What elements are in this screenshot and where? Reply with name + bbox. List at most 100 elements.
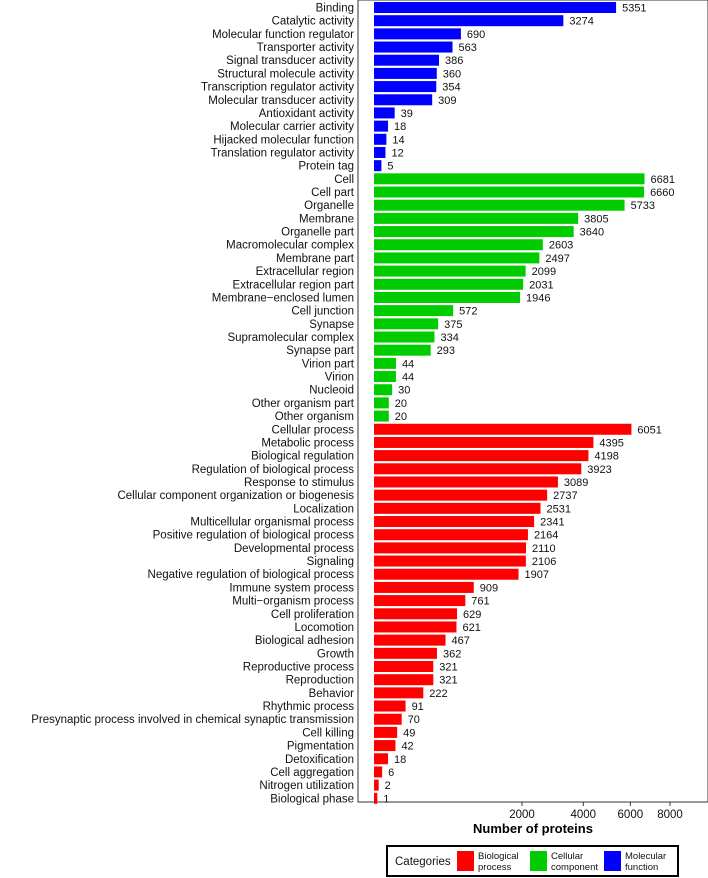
bar-1 [374, 2, 617, 13]
category-label-60: Nitrogen utilization [259, 780, 354, 792]
value-label-21: 2099 [532, 266, 556, 278]
category-label-36: Regulation of biological process [192, 464, 355, 476]
value-label-48: 621 [462, 622, 480, 634]
value-label-34: 4395 [599, 437, 623, 449]
category-label-29: Virion [325, 372, 354, 384]
bar-38 [374, 489, 548, 501]
value-label-20: 2497 [545, 253, 569, 265]
category-label-26: Supramolecular complex [227, 332, 354, 344]
bar-9 [374, 107, 395, 119]
category-label-56: Cell killing [302, 727, 354, 739]
category-label-27: Synapse part [286, 345, 355, 357]
legend-swatch-mf [604, 851, 621, 871]
category-label-21: Extracellular region [256, 266, 354, 278]
category-label-28: Virion part [302, 358, 355, 370]
bar-59 [374, 766, 383, 778]
category-label-13: Protein tag [298, 161, 354, 173]
category-label-57: Pigmentation [287, 741, 354, 753]
category-label-49: Biological adhesion [255, 635, 354, 647]
category-label-41: Positive regulation of biological proces… [153, 530, 355, 542]
category-label-44: Negative regulation of biological proces… [148, 569, 355, 581]
bar-48 [374, 621, 457, 633]
category-label-22: Extracellular region part [233, 279, 355, 291]
bar-35 [374, 450, 589, 462]
bar-42 [374, 542, 527, 554]
category-label-31: Other organism part [252, 398, 355, 410]
bar-21 [374, 265, 526, 277]
category-label-39: Localization [293, 503, 354, 515]
value-label-6: 360 [443, 68, 461, 80]
value-label-26: 334 [440, 332, 458, 344]
category-label-24: Cell junction [291, 306, 354, 318]
bar-3 [374, 28, 461, 40]
bar-11 [374, 133, 387, 145]
value-label-57: 42 [401, 741, 413, 753]
bar-36 [374, 463, 582, 475]
category-label-6: Structural molecule activity [217, 68, 354, 80]
category-label-38: Cellular component organization or bioge… [117, 490, 354, 502]
category-label-59: Cell aggregation [270, 767, 354, 779]
category-label-40: Multicellular organismal process [190, 517, 354, 529]
value-label-45: 909 [480, 582, 498, 594]
plot-panel-border [357, 0, 708, 803]
bars-layer [374, 2, 645, 804]
category-label-61: Biological phase [270, 793, 354, 805]
category-label-18: Organelle part [281, 227, 355, 239]
x-tick-label-1: 2000 [509, 809, 535, 821]
value-label-61: 1 [383, 793, 389, 805]
bar-16 [374, 199, 625, 211]
category-label-2: Catalytic activity [272, 16, 355, 28]
value-label-49: 467 [452, 635, 470, 647]
plot-panel [357, 0, 708, 803]
category-label-3: Molecular function regulator [212, 29, 354, 41]
legend-label-bp-line-2: process [478, 862, 512, 873]
category-label-46: Multi−organism process [232, 596, 354, 608]
bar-30 [374, 384, 393, 396]
category-label-4: Transporter activity [257, 42, 355, 54]
category-label-23: Membrane−enclosed lumen [212, 292, 354, 304]
value-label-18: 3640 [580, 227, 604, 239]
value-label-37: 3089 [564, 477, 588, 489]
bar-40 [374, 516, 535, 528]
x-axis-title: Number of proteins [473, 821, 593, 836]
value-labels: 5351327469056338636035430939181412566816… [383, 3, 675, 806]
category-label-10: Molecular carrier activity [230, 121, 354, 133]
bar-26 [374, 331, 435, 343]
category-label-50: Growth [317, 648, 354, 660]
bar-31 [374, 397, 389, 409]
bar-13 [374, 160, 382, 172]
value-label-28: 44 [402, 358, 414, 370]
category-label-20: Membrane part [276, 253, 355, 265]
value-label-19: 2603 [549, 240, 573, 252]
value-label-53: 222 [429, 688, 447, 700]
bar-46 [374, 595, 466, 607]
bar-28 [374, 357, 396, 369]
bar-52 [374, 674, 434, 686]
bar-24 [374, 305, 454, 317]
bar-7 [374, 81, 437, 93]
category-label-54: Rhythmic process [263, 701, 355, 713]
value-label-60: 2 [385, 780, 391, 792]
value-label-58: 18 [394, 754, 406, 766]
bar-27 [374, 344, 431, 356]
category-label-58: Detoxification [285, 754, 354, 766]
bar-50 [374, 647, 437, 659]
category-label-51: Reproductive process [243, 662, 354, 674]
bar-56 [374, 726, 398, 738]
value-label-41: 2164 [534, 530, 558, 542]
value-label-22: 2031 [529, 279, 553, 291]
category-label-42: Developmental process [234, 543, 354, 555]
bar-43 [374, 555, 526, 567]
category-label-17: Membrane [299, 213, 354, 225]
bar-44 [374, 568, 519, 580]
bar-55 [374, 713, 402, 725]
bar-45 [374, 581, 474, 593]
bar-41 [374, 529, 528, 541]
category-label-16: Organelle [304, 200, 354, 212]
bar-18 [374, 226, 574, 238]
value-label-5: 386 [445, 55, 463, 67]
bar-17 [374, 212, 579, 224]
category-label-53: Behavior [309, 688, 355, 700]
value-label-1: 5351 [622, 3, 646, 15]
